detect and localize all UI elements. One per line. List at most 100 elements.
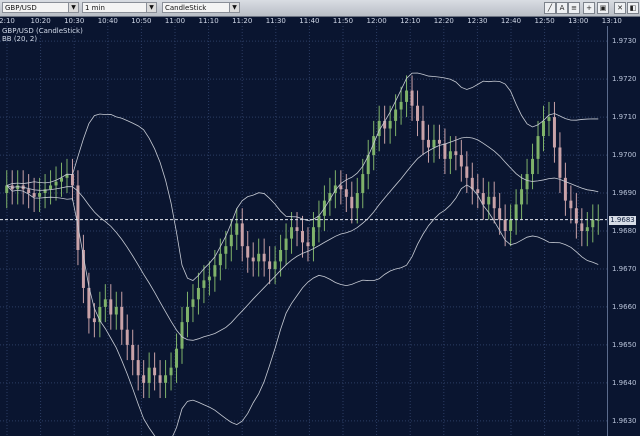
candle-body	[125, 329, 129, 345]
time-tick-label: 11:00	[164, 17, 186, 25]
text-tool-icon[interactable]: A	[556, 2, 568, 14]
close-chart-icon[interactable]: ✕	[614, 2, 626, 14]
candle-body	[27, 189, 31, 194]
candle-body	[541, 120, 545, 137]
candle-body	[235, 223, 239, 235]
candle-body	[394, 109, 398, 121]
candle-body	[257, 253, 261, 262]
candle-body	[563, 177, 567, 201]
chart-type-select-value: CandleStick	[165, 4, 207, 12]
candlestick-chart[interactable]	[0, 26, 640, 436]
candle-body	[580, 223, 584, 231]
candle-body	[399, 101, 403, 110]
candle-body	[92, 318, 96, 323]
chart-legend-title: GBP/USD (CandleStick)	[2, 27, 83, 35]
candle-body	[350, 196, 354, 209]
chart-type-select[interactable]: CandleStick ▼	[162, 2, 240, 13]
candle-body	[98, 306, 102, 323]
time-tick-label: 12:10	[400, 17, 421, 25]
candle-body	[43, 189, 47, 194]
candle-body	[569, 200, 573, 209]
candle-body	[585, 227, 589, 231]
candle-body	[131, 344, 135, 361]
candle-body	[147, 367, 151, 383]
chevron-down-icon[interactable]: ▼	[68, 3, 78, 12]
interval-select[interactable]: 1 min ▼	[82, 2, 157, 13]
candle-body	[536, 136, 540, 159]
candle-body	[153, 367, 157, 376]
candle-body	[470, 177, 474, 190]
candle-body	[54, 181, 58, 186]
candle-body	[388, 120, 392, 129]
candle-body	[366, 155, 370, 175]
chevron-down-icon[interactable]: ▼	[229, 3, 239, 12]
zoom-in-icon[interactable]: +	[583, 2, 595, 14]
candle-body	[405, 90, 409, 102]
draw-line-icon[interactable]: ╱	[544, 2, 556, 14]
chart-toolbar: GBP/USD ▼ 1 min ▼ CandleStick ▼ ╱ A ≡ + …	[0, 0, 640, 17]
time-tick-label: 13:00	[568, 17, 589, 25]
candle-body	[328, 193, 332, 201]
candle-body	[552, 117, 556, 148]
symbol-select[interactable]: GBP/USD ▼	[2, 2, 79, 13]
interval-select-value: 1 min	[85, 4, 105, 12]
price-tick-label: 1.9680	[612, 227, 637, 235]
time-tick-label: 11:40	[299, 17, 320, 25]
candle-body	[465, 166, 469, 178]
candle-body	[32, 193, 36, 197]
candle-body	[87, 287, 91, 319]
time-tick-label: 10:40	[97, 17, 118, 25]
candle-body	[142, 375, 146, 383]
time-tick-label: 11:30	[265, 17, 286, 25]
time-tick-label: 12:20	[433, 17, 454, 25]
candle-body	[136, 360, 140, 376]
candle-body	[306, 242, 310, 247]
candle-body	[432, 139, 436, 148]
candle-body	[120, 306, 124, 330]
chevron-down-icon[interactable]: ▼	[146, 3, 156, 12]
price-tick-label: 1.9700	[612, 151, 637, 160]
candle-body	[361, 174, 365, 194]
candle-body	[38, 193, 42, 197]
price-tick-label: 1.9730	[612, 37, 637, 46]
candle-body	[158, 375, 162, 383]
candle-body	[514, 204, 518, 220]
settings-icon[interactable]: ▣	[597, 2, 609, 14]
candle-body	[333, 185, 337, 194]
time-tick-label: 12:40	[500, 17, 522, 25]
candle-body	[109, 299, 113, 315]
candle-body	[525, 174, 529, 190]
price-tick-label: 1.9670	[612, 264, 637, 273]
candle-body	[311, 227, 315, 247]
candle-body	[437, 139, 441, 144]
candle-body	[251, 257, 255, 262]
indicator-legend: BB (20, 2)	[2, 35, 38, 43]
candle-body	[344, 189, 348, 197]
time-tick-label: 10:30	[64, 17, 85, 25]
candle-body	[229, 234, 233, 247]
price-tick-label: 1.9690	[612, 189, 637, 198]
candle-body	[426, 139, 430, 148]
candle-body	[76, 185, 80, 250]
symbol-select-value: GBP/USD	[5, 4, 37, 12]
candle-body	[476, 189, 480, 194]
candle-body	[268, 261, 272, 269]
candle-body	[191, 299, 195, 307]
candle-body	[70, 174, 74, 186]
candle-body	[284, 238, 288, 250]
candle-body	[196, 287, 200, 300]
candle-body	[547, 117, 551, 121]
candle-body	[262, 253, 266, 262]
time-tick-label: 11:10	[198, 17, 219, 25]
candle-body	[60, 177, 64, 182]
candle-body	[295, 227, 299, 231]
candle-body	[459, 155, 463, 167]
candle-body	[492, 196, 496, 209]
fibonacci-tool-icon[interactable]: ≡	[568, 2, 580, 14]
menu-icon[interactable]: ◧	[627, 2, 639, 14]
candle-body	[207, 276, 211, 281]
candle-body	[169, 367, 173, 376]
candle-body	[164, 375, 168, 383]
candle-body	[509, 219, 513, 231]
candle-body	[185, 306, 189, 323]
